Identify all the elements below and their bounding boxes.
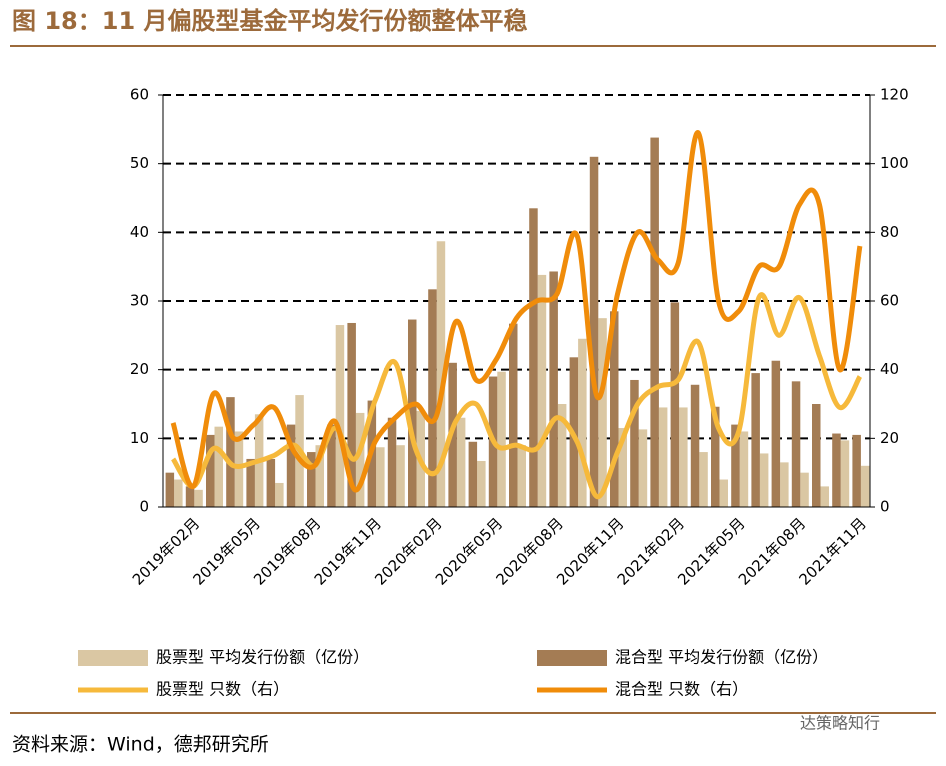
bar xyxy=(355,412,365,507)
bar xyxy=(658,407,668,507)
y-tick-label: 60 xyxy=(130,86,149,104)
bar xyxy=(234,431,244,507)
legend-swatch xyxy=(537,650,607,666)
bar xyxy=(376,447,385,507)
bar xyxy=(347,322,356,507)
y-tick-label: 0 xyxy=(139,498,149,516)
bar xyxy=(436,241,446,507)
line xyxy=(170,130,863,493)
bar xyxy=(618,428,627,507)
bar xyxy=(468,441,478,507)
bar xyxy=(537,274,547,507)
source: 资料来源：Wind，德邦研究所 xyxy=(12,734,269,756)
bar xyxy=(275,482,284,507)
y2-tick-label: 40 xyxy=(880,360,899,378)
bar xyxy=(286,424,296,507)
bar xyxy=(206,434,215,507)
bar xyxy=(307,452,316,507)
bar xyxy=(638,429,648,507)
bar xyxy=(557,404,567,507)
bar xyxy=(791,381,801,507)
bar xyxy=(731,424,740,507)
legend-label: 股票型 平均发行份额（亿份） xyxy=(156,648,369,667)
bar xyxy=(690,384,700,507)
bar xyxy=(719,479,728,507)
bar xyxy=(246,458,255,507)
bar xyxy=(509,323,518,507)
bar xyxy=(194,489,203,507)
bar xyxy=(214,426,223,507)
bar xyxy=(630,379,639,507)
bar xyxy=(739,431,749,507)
bar xyxy=(771,360,781,507)
bar xyxy=(396,445,405,507)
bar xyxy=(266,458,276,507)
bar xyxy=(529,208,538,508)
bar xyxy=(751,373,760,507)
bar xyxy=(456,417,466,507)
y2-tick-label: 80 xyxy=(880,223,899,241)
bar xyxy=(711,406,720,507)
y-tick-label: 20 xyxy=(130,360,149,378)
bar xyxy=(517,445,526,507)
bar xyxy=(812,404,821,507)
y2-tick-label: 20 xyxy=(880,429,899,447)
bar xyxy=(335,325,345,507)
y2-tick-label: 120 xyxy=(880,86,909,104)
bar xyxy=(497,371,506,507)
legend-label: 混合型 只数（右） xyxy=(615,680,748,699)
bar xyxy=(670,302,680,507)
y2-tick-label: 100 xyxy=(880,154,909,172)
bar xyxy=(165,472,175,507)
bar xyxy=(428,289,437,507)
y2-tick-label: 0 xyxy=(880,498,890,516)
y-tick-label: 50 xyxy=(130,154,149,172)
y2-tick-label: 60 xyxy=(880,292,899,310)
legend-swatch xyxy=(78,650,148,666)
legend-label: 股票型 只数（右） xyxy=(156,680,289,699)
bar xyxy=(185,486,195,507)
watermark: 达策略知行 xyxy=(800,714,880,733)
y-tick-label: 40 xyxy=(130,223,149,241)
bar xyxy=(759,453,769,507)
bar xyxy=(840,440,850,507)
bar xyxy=(174,479,183,507)
bar xyxy=(860,465,870,507)
bar xyxy=(780,462,789,507)
bar xyxy=(832,433,841,507)
bar xyxy=(699,452,708,507)
bar xyxy=(650,137,659,507)
bar xyxy=(477,460,486,507)
bar xyxy=(408,319,417,507)
bar xyxy=(589,156,599,508)
bar xyxy=(820,486,829,507)
y-tick-label: 10 xyxy=(130,429,149,447)
bar xyxy=(800,472,809,507)
legend-label: 混合型 平均发行份额（亿份） xyxy=(615,648,828,667)
bar xyxy=(315,445,324,507)
y-tick-label: 30 xyxy=(130,292,149,310)
bar xyxy=(327,424,336,507)
bar xyxy=(852,434,861,507)
bar xyxy=(549,271,558,507)
bar xyxy=(679,407,688,507)
chart-title: 图 18：11 月偏股型基金平均发行份额整体平稳 xyxy=(12,7,528,35)
bar xyxy=(610,311,619,507)
bar xyxy=(578,338,587,507)
bar xyxy=(226,397,235,507)
bar xyxy=(598,318,607,507)
bar xyxy=(387,417,397,507)
